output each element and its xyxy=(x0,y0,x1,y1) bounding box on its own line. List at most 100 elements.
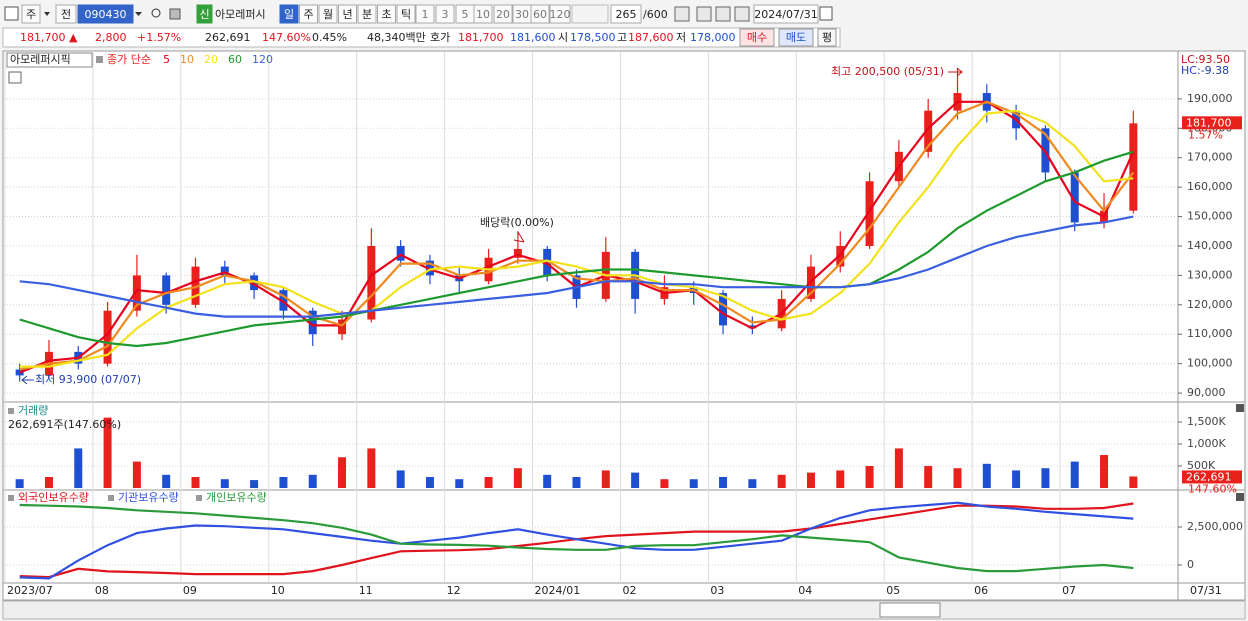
toolbar-label[interactable]: 120 xyxy=(550,8,571,21)
scroll-bar xyxy=(2,600,1246,620)
order-button[interactable] xyxy=(817,28,837,47)
toolbar-button[interactable] xyxy=(338,4,357,24)
toolbar-label[interactable]: 전 xyxy=(61,8,71,21)
tool-icon[interactable] xyxy=(674,6,690,22)
order-button[interactable] xyxy=(778,28,814,47)
toolbar-button[interactable] xyxy=(21,4,41,24)
volume-bar xyxy=(1129,476,1138,488)
toolbar-label[interactable]: 10 xyxy=(476,8,490,21)
order-button-label[interactable]: 매도 xyxy=(786,31,806,44)
toolbar-button[interactable] xyxy=(377,4,396,24)
volume-bar xyxy=(132,461,141,488)
panel-close[interactable] xyxy=(1236,493,1244,501)
toolbar-button[interactable] xyxy=(357,4,377,24)
toolbar-label[interactable]: 주 xyxy=(26,8,36,21)
legend-swatch xyxy=(8,495,14,501)
quote-volume: 262,691 xyxy=(205,31,251,44)
annotation-arrow xyxy=(21,375,34,385)
toolbar-button[interactable] xyxy=(299,4,318,24)
toolbar-label[interactable]: 5 xyxy=(462,8,469,21)
tool-icon[interactable] xyxy=(696,6,712,22)
combo-box[interactable] xyxy=(571,4,609,24)
quote-bid: 181,600 xyxy=(510,31,556,44)
toolbar-label[interactable]: 신 xyxy=(199,8,209,21)
toolbar-button[interactable] xyxy=(473,4,493,24)
volume-bar xyxy=(689,479,698,488)
legend-entry: 개인보유수량 xyxy=(206,491,267,504)
toolbar-button[interactable] xyxy=(435,4,455,24)
toolbar-label[interactable]: 틱 xyxy=(401,8,411,21)
toolbar-button[interactable] xyxy=(77,4,134,24)
count-max: /600 xyxy=(643,8,668,21)
toolbar-label[interactable]: 1 xyxy=(422,8,429,21)
calendar-icon[interactable] xyxy=(819,6,833,21)
toolbar-button[interactable] xyxy=(415,4,435,24)
moving-average-line xyxy=(19,215,1134,318)
scroll-controls[interactable] xyxy=(879,602,941,618)
toolbar-label[interactable]: 265 xyxy=(616,8,637,21)
y-tick-label: 500K xyxy=(1187,459,1216,472)
toolbar-button[interactable] xyxy=(279,4,299,24)
stock-name[interactable]: 아모레퍼시 xyxy=(215,8,266,21)
dropdown-arrow[interactable] xyxy=(44,12,50,16)
tool-icon[interactable] xyxy=(715,6,731,22)
x-tick-label: 03 xyxy=(710,584,724,597)
toolbar-label[interactable]: 년 xyxy=(342,8,352,21)
toolbar-label[interactable]: 090430 xyxy=(85,8,127,21)
dropdown-arrow[interactable] xyxy=(135,12,142,16)
toolbar-label[interactable]: 30 xyxy=(515,8,529,21)
tool-icon[interactable] xyxy=(734,6,750,22)
toolbar-button[interactable] xyxy=(549,4,571,24)
toolbar-label[interactable]: 초 xyxy=(381,8,391,21)
candle-body xyxy=(250,275,259,291)
toolbar-button[interactable] xyxy=(530,4,550,24)
volume-bar xyxy=(953,468,962,488)
candle-body xyxy=(279,290,288,311)
toolbar-label[interactable]: 60 xyxy=(533,8,547,21)
toolbar-button[interactable] xyxy=(753,4,819,24)
toolbar-label[interactable]: 20 xyxy=(496,8,510,21)
toolbar-button[interactable] xyxy=(493,4,513,24)
candle-body xyxy=(865,181,874,246)
toolbar-button[interactable] xyxy=(196,4,213,24)
toolbar-label[interactable]: 2024/07/31 xyxy=(754,8,817,21)
toolbar-label[interactable]: 일 xyxy=(284,7,294,21)
search-icon[interactable] xyxy=(151,8,161,18)
y-tick-label: 190,000 xyxy=(1187,92,1233,105)
menu-icon[interactable] xyxy=(4,6,19,21)
y-tick-label: 90,000 xyxy=(1187,386,1226,399)
volume-bar xyxy=(162,474,171,488)
sound-icon[interactable] xyxy=(169,8,181,20)
toolbar-label[interactable]: 월 xyxy=(323,8,333,21)
y-tick-label: 130,000 xyxy=(1187,268,1233,281)
toolbar-button[interactable] xyxy=(55,4,77,24)
order-button-label[interactable]: 평 xyxy=(822,31,832,44)
candle-body xyxy=(191,266,200,305)
table-icon[interactable] xyxy=(8,71,22,84)
x-tick-label: 02 xyxy=(622,584,636,597)
candle-body xyxy=(1129,123,1138,211)
candle-body xyxy=(425,260,434,276)
holding-line xyxy=(19,501,1134,580)
panel-close[interactable] xyxy=(1236,404,1244,412)
toolbar-button[interactable] xyxy=(610,4,642,24)
order-button[interactable] xyxy=(739,28,775,47)
moving-average-line xyxy=(19,150,1134,348)
x-tick-label: 10 xyxy=(271,584,285,597)
toolbar-label[interactable]: 주 xyxy=(303,8,313,21)
volume-bar xyxy=(543,474,552,488)
toolbar-label[interactable]: 3 xyxy=(442,8,449,21)
toolbar-button[interactable] xyxy=(396,4,416,24)
x-tick-label: 2024/01 xyxy=(535,584,581,597)
last-volume-change: 147.60% xyxy=(1188,482,1237,495)
lc-label: LC:93.50 xyxy=(1181,53,1230,66)
toolbar-button[interactable] xyxy=(318,4,338,24)
order-button-label[interactable]: 매수 xyxy=(747,31,767,44)
toolbar-label[interactable]: 분 xyxy=(362,8,372,21)
candle-body xyxy=(15,369,24,376)
volume-bar xyxy=(924,466,933,488)
volume-bar xyxy=(1100,455,1109,488)
x-end-label: 07/31 xyxy=(1190,584,1222,597)
annotation-high: 최고 200,500 (05/31) xyxy=(831,65,944,78)
